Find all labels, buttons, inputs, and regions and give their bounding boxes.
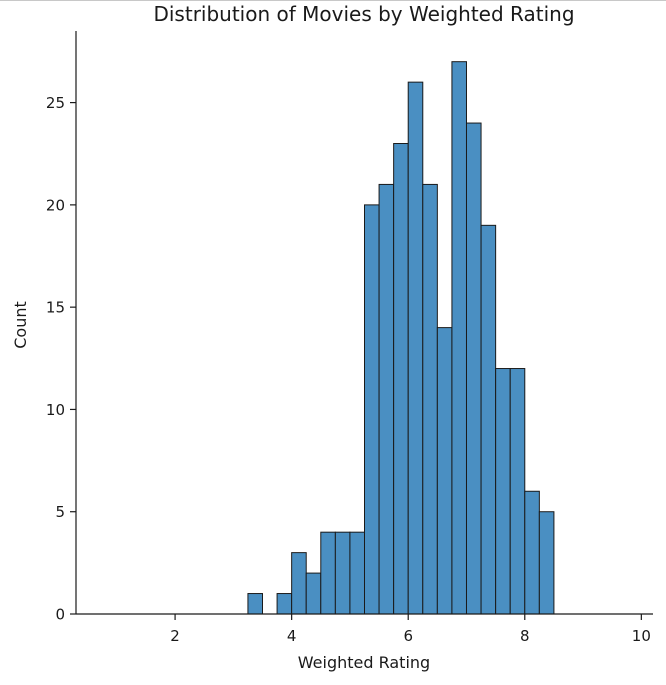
top-frame-line — [0, 0, 666, 1]
chart-title: Distribution of Movies by Weighted Ratin… — [153, 2, 574, 26]
x-axis: 2 4 6 8 10 — [76, 613, 653, 645]
histogram-bar-13 — [436, 327, 453, 615]
histogram-bar-14 — [451, 61, 467, 615]
histogram-bar-16 — [480, 224, 497, 615]
y-tick-label: 5 — [55, 503, 65, 521]
histogram-bar-2 — [276, 593, 293, 615]
histogram-bar-7 — [349, 531, 365, 615]
x-tick-label: 10 — [632, 627, 651, 645]
x-tick-label: 2 — [170, 627, 180, 645]
x-tick-label: 6 — [403, 627, 413, 645]
histogram-bar-15 — [465, 122, 482, 615]
x-axis-label: Weighted Rating — [298, 653, 430, 672]
y-tick-label: 20 — [46, 196, 65, 214]
histogram-bar-4 — [305, 572, 322, 615]
histogram-bar-17 — [495, 368, 511, 615]
y-tick-label: 15 — [46, 299, 65, 317]
histogram-bar-19 — [524, 490, 540, 615]
x-tick-label: 4 — [287, 627, 297, 645]
y-tick-label: 0 — [55, 606, 65, 624]
histogram-bar-0 — [247, 593, 263, 615]
x-tick-label: 8 — [520, 627, 530, 645]
histogram-bar-10 — [393, 143, 409, 615]
histogram-bar-12 — [422, 183, 438, 615]
histogram-bar-11 — [407, 81, 424, 615]
histogram-bars — [247, 61, 555, 615]
histogram-bar-18 — [509, 368, 526, 615]
y-tick-label: 25 — [46, 94, 65, 112]
y-axis-label: Count — [11, 301, 30, 349]
y-tick-label: 10 — [46, 401, 65, 419]
histogram-bar-8 — [364, 204, 380, 615]
histogram-bar-3 — [291, 552, 307, 615]
y-axis: 0 5 10 15 20 25 — [46, 31, 77, 624]
histogram-bar-20 — [538, 511, 555, 615]
histogram-bar-6 — [334, 531, 351, 615]
histogram-bar-9 — [378, 183, 395, 615]
histogram-bar-5 — [320, 531, 336, 615]
